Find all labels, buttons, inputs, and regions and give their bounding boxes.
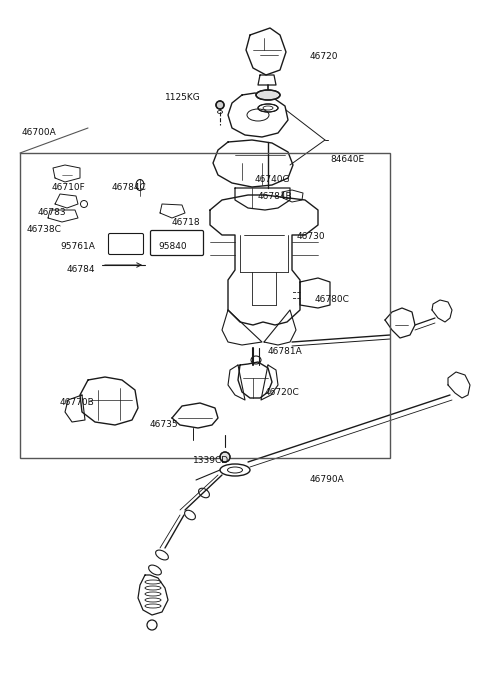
Text: 1125KG: 1125KG: [165, 93, 201, 102]
Text: 46784: 46784: [67, 265, 96, 274]
Text: 46720C: 46720C: [265, 388, 300, 397]
Text: 46780C: 46780C: [315, 295, 350, 304]
Text: 46738C: 46738C: [27, 225, 62, 234]
Ellipse shape: [256, 90, 280, 100]
Text: 46783: 46783: [38, 208, 67, 217]
Text: 46720: 46720: [310, 52, 338, 61]
FancyBboxPatch shape: [151, 231, 204, 256]
Text: 95761A: 95761A: [60, 242, 95, 251]
Text: 46790A: 46790A: [310, 475, 345, 484]
Ellipse shape: [216, 101, 224, 109]
Text: 84640E: 84640E: [330, 155, 364, 164]
Text: 46718: 46718: [172, 218, 201, 227]
Text: 46735: 46735: [150, 420, 179, 429]
Text: 46740G: 46740G: [255, 175, 290, 184]
Text: 95840: 95840: [158, 242, 187, 251]
Text: 46710F: 46710F: [52, 183, 86, 192]
FancyBboxPatch shape: [108, 233, 144, 254]
Text: 46770B: 46770B: [60, 398, 95, 407]
Bar: [20, 153, 390, 458]
Ellipse shape: [258, 104, 278, 112]
Text: 46784C: 46784C: [112, 183, 147, 192]
Text: 46784B: 46784B: [258, 192, 293, 201]
Text: 46781A: 46781A: [268, 347, 303, 356]
Text: 1339CD: 1339CD: [193, 456, 229, 465]
Text: 46700A: 46700A: [22, 128, 57, 137]
Ellipse shape: [220, 452, 230, 462]
Text: 46730: 46730: [297, 232, 325, 241]
